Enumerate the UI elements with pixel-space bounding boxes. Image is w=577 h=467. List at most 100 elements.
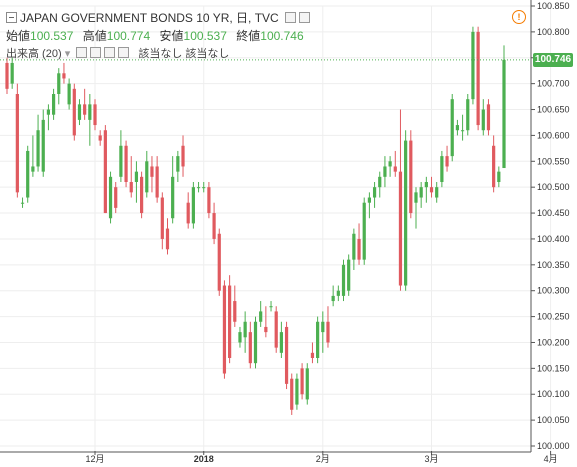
candle [222, 280, 227, 379]
candle [372, 182, 377, 208]
candle [129, 156, 133, 198]
candle-body [171, 176, 175, 219]
candle-body [404, 140, 408, 286]
candle [93, 99, 97, 131]
candle [186, 192, 190, 229]
candle [10, 57, 14, 89]
high-value: 100.774 [106, 29, 151, 43]
y-tick-label: 100.500 [537, 182, 570, 192]
volume-indicator: 出来高 (20) ▾ 該当なし 該当なし [6, 45, 229, 61]
candle-body [176, 156, 180, 172]
warning-icon[interactable]: ! [512, 10, 526, 24]
candle [181, 135, 185, 177]
candle [165, 218, 170, 255]
candle-body [295, 378, 299, 405]
candle [202, 182, 206, 193]
candle-body [26, 150, 30, 198]
settings-icon[interactable] [299, 12, 311, 23]
candle-body [336, 290, 340, 296]
close-icon[interactable] [118, 47, 130, 58]
candle-body [238, 332, 242, 343]
candle-body [326, 321, 330, 343]
candle-body [108, 176, 113, 219]
candle [419, 182, 423, 208]
candle-body [20, 202, 25, 204]
eye-icon[interactable] [285, 12, 297, 23]
candle-body [367, 197, 372, 203]
candle-body [114, 187, 118, 208]
candle [264, 306, 268, 338]
candle [471, 26, 475, 105]
candle-body [331, 295, 335, 302]
candle [440, 150, 444, 188]
candle-body [36, 130, 40, 167]
candle-body [341, 264, 346, 296]
candle-body [51, 94, 56, 115]
collapse-icon[interactable] [6, 12, 17, 23]
candle [450, 94, 454, 162]
candle-body [305, 368, 309, 400]
candle [67, 78, 71, 110]
candle-body [207, 187, 211, 214]
candle-body [103, 130, 107, 214]
low-value: 100.537 [183, 29, 227, 43]
candle [36, 114, 40, 172]
candle [378, 171, 382, 198]
candle [134, 161, 139, 203]
candle-body [310, 352, 315, 358]
candle-body [357, 238, 361, 260]
x-tick-label: 4月 [544, 454, 558, 464]
candle [310, 342, 315, 364]
candle [352, 228, 356, 270]
candle [62, 62, 66, 84]
x-tick-label: 2018 [194, 454, 214, 464]
candle [233, 285, 237, 327]
candle-body [471, 31, 475, 100]
candle [108, 171, 113, 224]
candle [357, 223, 361, 265]
candle [321, 311, 325, 353]
candle [279, 321, 283, 358]
candle [228, 275, 232, 364]
candle-body [186, 202, 190, 224]
y-tick-label: 100.450 [537, 208, 570, 218]
candle-body [269, 306, 273, 308]
candle [124, 140, 128, 188]
candle [331, 285, 335, 307]
candle [238, 326, 242, 348]
candle [253, 316, 258, 369]
candle [341, 259, 346, 302]
candle-body [119, 145, 123, 177]
candle-body [83, 104, 87, 115]
candle-body [150, 166, 154, 177]
add-icon[interactable] [104, 47, 116, 58]
candle [367, 192, 372, 219]
candle-body [455, 125, 460, 131]
close-value: 100.746 [260, 29, 304, 43]
candle [455, 119, 460, 136]
candle [424, 176, 428, 203]
candle-body [93, 104, 97, 126]
candle-body [481, 109, 485, 131]
eye-icon[interactable] [76, 47, 88, 58]
candle [98, 130, 102, 146]
candle-body [476, 31, 480, 126]
volume-dropdown-icon[interactable]: ▾ [64, 48, 71, 60]
candle [398, 109, 403, 291]
candle-body [393, 166, 397, 172]
candle-body [372, 187, 377, 198]
candle [248, 321, 252, 369]
candle [460, 114, 465, 141]
candle [20, 197, 25, 208]
candle-body [274, 311, 278, 348]
candle-body [67, 83, 71, 105]
settings-icon[interactable] [90, 47, 102, 58]
candle-body [362, 202, 366, 260]
candle-body [88, 104, 92, 120]
x-tick-label: 12月 [86, 454, 105, 464]
candle-body [222, 285, 227, 374]
candle [217, 228, 221, 296]
y-tick-label: 100.350 [537, 260, 570, 270]
